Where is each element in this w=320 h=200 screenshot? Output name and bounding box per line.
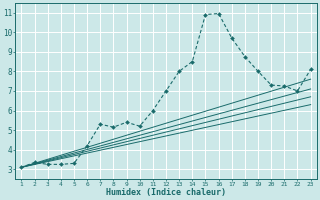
X-axis label: Humidex (Indice chaleur): Humidex (Indice chaleur) bbox=[106, 188, 226, 197]
